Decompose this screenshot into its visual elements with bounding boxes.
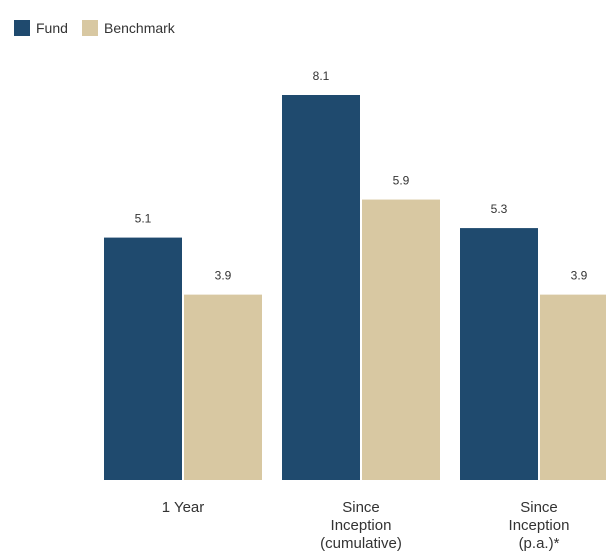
bar-fund-2: [460, 228, 538, 480]
data-label-fund-1: 8.1: [313, 69, 330, 83]
category-label-line: Inception: [509, 517, 570, 534]
data-label-fund-0: 5.1: [135, 212, 152, 226]
legend-swatch-benchmark: [82, 20, 98, 36]
data-label-benchmark-1: 5.9: [393, 174, 410, 188]
data-label-fund-2: 5.3: [491, 202, 508, 216]
category-label-line: Since: [342, 499, 380, 516]
bar-fund-1: [282, 95, 360, 480]
legend: Fund Benchmark: [14, 20, 176, 36]
bar-benchmark-0: [184, 294, 262, 480]
legend-swatch-fund: [14, 20, 30, 36]
category-label-2: Since Inception (p.a.)*: [509, 499, 570, 552]
legend-label-benchmark: Benchmark: [104, 20, 176, 36]
category-label-1: Since Inception (cumulative): [320, 499, 402, 552]
category-label-line: Since: [520, 499, 558, 516]
bar-fund-0: [104, 237, 182, 480]
category-labels: 1 Year Since Inception (cumulative)Since Inc…: [162, 499, 570, 552]
category-label-line: (p.a.)*: [519, 535, 560, 552]
data-label-benchmark-2: 3.9: [571, 269, 588, 283]
category-label-line: 1 Year: [162, 499, 205, 516]
bar-benchmark-2: [540, 294, 606, 480]
category-label-line: Inception: [331, 517, 392, 534]
category-label-line: (cumulative): [320, 535, 402, 552]
category-label-0: 1 Year: [162, 499, 205, 516]
value-labels: 5.1 3.9 8.1 5.9 5.3 3.9: [135, 69, 588, 283]
bars: [104, 95, 606, 480]
bar-benchmark-1: [362, 199, 440, 480]
data-label-benchmark-0: 3.9: [215, 269, 232, 283]
legend-label-fund: Fund: [36, 20, 68, 36]
